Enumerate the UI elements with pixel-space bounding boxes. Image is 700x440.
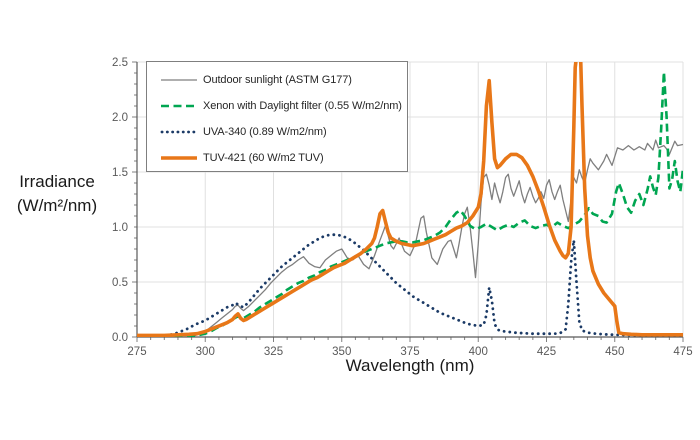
y-tick-label: 1.0	[112, 222, 128, 234]
x-tick-label: 475	[673, 346, 692, 358]
legend-line-sample-dashed-green	[161, 104, 197, 108]
legend-line-sample-solid-orange	[161, 156, 197, 160]
x-axis-title: Wavelength (nm)	[345, 356, 475, 375]
y-axis-title-line1: Irradiance	[19, 172, 95, 191]
series-path-3	[137, 62, 683, 337]
series-path-2	[137, 233, 683, 337]
x-tick-label: 375	[400, 346, 419, 358]
y-tick-label: 1.5	[112, 167, 128, 179]
legend-label-sunlight: Outdoor sunlight (ASTM G177)	[203, 74, 352, 86]
y-tick-label: 2.0	[112, 112, 128, 124]
x-tick-label: 425	[537, 346, 556, 358]
legend-item-uva340: UVA-340 (0.89 W/m2/nm)	[160, 119, 407, 145]
legend-item-sunlight: Outdoor sunlight (ASTM G177)	[160, 67, 407, 93]
legend-label-uva340: UVA-340 (0.89 W/m2/nm)	[203, 126, 327, 138]
y-axis-title: Irradiance (W/m²/nm)	[0, 170, 114, 218]
y-tick-label: 0.0	[112, 332, 128, 344]
legend-label-tuv421: TUV-421 (60 W/m2 TUV)	[203, 152, 324, 164]
legend: Outdoor sunlight (ASTM G177) Xenon with …	[146, 61, 408, 172]
y-axis-title-line2: (W/m²/nm)	[16, 196, 98, 215]
x-tick-label: 325	[264, 346, 283, 358]
x-tick-label: 450	[605, 346, 624, 358]
x-tick-label: 300	[196, 346, 215, 358]
y-tick-label: 2.5	[112, 57, 128, 69]
legend-label-xenon: Xenon with Daylight filter (0.55 W/m2/nm…	[203, 100, 402, 112]
x-tick-label: 275	[127, 346, 146, 358]
legend-item-xenon: Xenon with Daylight filter (0.55 W/m2/nm…	[160, 93, 407, 119]
x-tick-label: 400	[469, 346, 488, 358]
series-path-0	[137, 139, 683, 337]
y-tick-label: 0.5	[112, 277, 128, 289]
legend-item-tuv421: TUV-421 (60 W/m2 TUV)	[160, 145, 407, 171]
x-tick-label: 350	[332, 346, 351, 358]
legend-line-sample-dotted-navy	[160, 130, 198, 134]
series-path-1	[137, 70, 683, 337]
legend-line-sample-solid-gray	[161, 79, 197, 81]
